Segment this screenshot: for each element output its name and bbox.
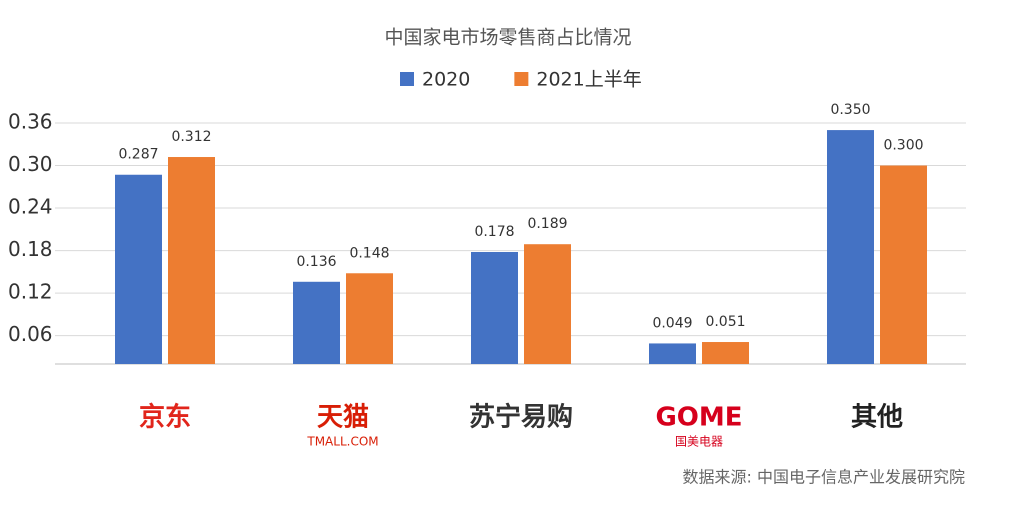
x-tick-label: 京东: [139, 402, 191, 433]
value-label: 0.049: [652, 315, 692, 331]
y-tick-label: 0.36: [8, 110, 53, 134]
bar: [827, 130, 874, 364]
x-tick-label: GOME: [655, 403, 742, 433]
bar: [471, 252, 518, 364]
value-label: 0.350: [830, 102, 870, 118]
y-tick-label: 0.30: [8, 152, 53, 176]
bar: [168, 157, 215, 364]
category-note: 国美电器: [675, 435, 723, 449]
value-label: 0.189: [527, 216, 567, 232]
y-tick-label: 0.06: [8, 322, 53, 346]
value-label: 0.051: [705, 314, 745, 330]
value-label: 0.312: [171, 129, 211, 145]
legend-swatch: [400, 72, 414, 86]
legend-label: 2021上半年: [536, 69, 641, 91]
bar: [649, 343, 696, 364]
bar: [293, 281, 340, 364]
bar: [115, 174, 162, 364]
x-tick-label: 其他: [851, 403, 903, 433]
value-label: 0.148: [349, 245, 389, 261]
legend-label: 2020: [422, 69, 470, 91]
value-label: 0.300: [883, 138, 923, 154]
y-tick-label: 0.12: [8, 280, 53, 304]
value-label: 0.178: [474, 224, 514, 240]
category-note: TMALL.COM: [306, 435, 378, 449]
legend-swatch: [514, 72, 529, 86]
value-label: 0.136: [296, 254, 336, 270]
y-tick-label: 0.24: [8, 195, 53, 219]
bar: [702, 342, 749, 364]
x-tick-label: 天猫: [317, 403, 369, 433]
bar: [346, 273, 393, 364]
bar: [880, 165, 927, 364]
source-note: 数据来源: 中国电子信息产业发展研究院: [683, 468, 965, 487]
bar: [524, 244, 571, 364]
value-label: 0.287: [118, 147, 158, 163]
y-tick-label: 0.18: [8, 237, 53, 261]
x-tick-label: 苏宁易购: [469, 402, 573, 433]
chart-title: 中国家电市场零售商占比情况: [384, 27, 631, 49]
